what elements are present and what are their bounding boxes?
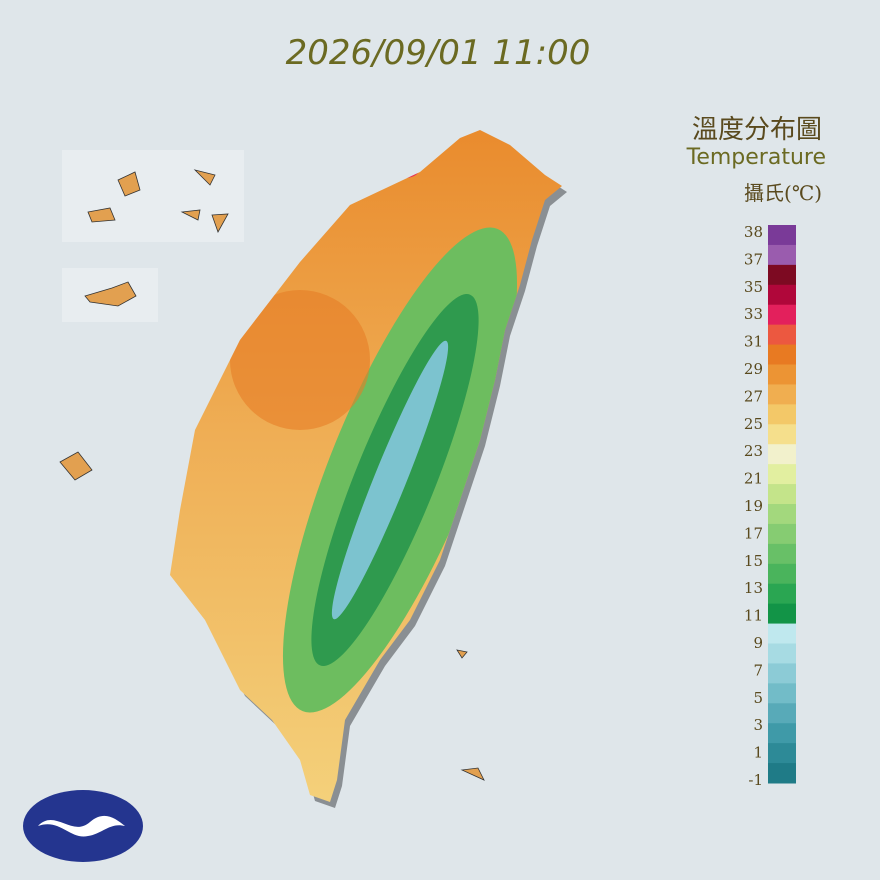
legend-swatch — [768, 723, 796, 744]
logo — [23, 790, 143, 862]
legend-tick-label: 17 — [744, 524, 763, 542]
legend-swatch — [768, 504, 796, 525]
legend-swatch — [768, 703, 796, 724]
legend-tick-label: 5 — [753, 689, 763, 707]
legend-swatch — [768, 603, 796, 625]
legend-tick-label: 1 — [753, 744, 763, 762]
legend-subtitle: Temperature — [686, 145, 826, 170]
legend-tick-label: 11 — [744, 607, 763, 625]
legend-swatch — [768, 284, 796, 306]
legend-swatch — [768, 225, 796, 246]
legend-swatch — [768, 563, 796, 585]
legend-swatch — [768, 683, 796, 704]
legend-tick-label: 7 — [753, 661, 763, 679]
legend-tick-label: 23 — [744, 442, 763, 460]
legend-tick-label: 29 — [744, 360, 763, 378]
legend-swatch — [768, 344, 796, 365]
legend-swatch — [768, 543, 796, 565]
legend-swatch — [768, 424, 796, 445]
legend-swatch — [768, 484, 796, 505]
legend-tick-label: 15 — [744, 552, 763, 570]
legend-tick-label: 37 — [744, 250, 763, 268]
legend-tick-label: 27 — [744, 387, 763, 405]
legend-swatch — [768, 244, 796, 266]
legend-swatch — [768, 304, 796, 326]
legend-tick-label: 25 — [744, 415, 763, 433]
legend-swatch — [768, 364, 796, 385]
legend-unit: 攝氏(℃) — [744, 181, 822, 205]
legend-swatch — [768, 643, 796, 664]
legend-swatch — [768, 623, 796, 644]
legend-swatch — [768, 663, 796, 684]
legend-swatch — [768, 324, 796, 346]
legend-tick-label: 3 — [753, 716, 763, 734]
legend-swatch — [768, 444, 796, 465]
legend-tick-label: 13 — [744, 579, 763, 597]
legend-tick-label: 9 — [753, 634, 763, 652]
map-title: 2026/09/01 11:00 — [286, 33, 591, 73]
legend-swatch — [768, 583, 796, 605]
legend-tick-label: -1 — [748, 771, 763, 789]
islands — [59, 150, 485, 781]
legend-title: 溫度分布圖 — [692, 115, 822, 145]
legend-swatch — [768, 523, 796, 545]
legend-swatch — [768, 264, 796, 286]
legend-swatch — [768, 384, 796, 405]
legend-tick-label: 35 — [744, 278, 763, 296]
legend-swatch — [768, 464, 796, 485]
legend-swatch — [768, 743, 796, 764]
legend-swatch — [768, 763, 796, 784]
legend-tick-label: 31 — [744, 333, 763, 351]
legend-tick-label: 19 — [744, 497, 763, 515]
legend-swatch — [768, 404, 796, 425]
legend-tick-label: 38 — [744, 223, 763, 241]
legend-tick-label: 33 — [744, 305, 763, 323]
legend-tick-label: 21 — [744, 470, 763, 488]
